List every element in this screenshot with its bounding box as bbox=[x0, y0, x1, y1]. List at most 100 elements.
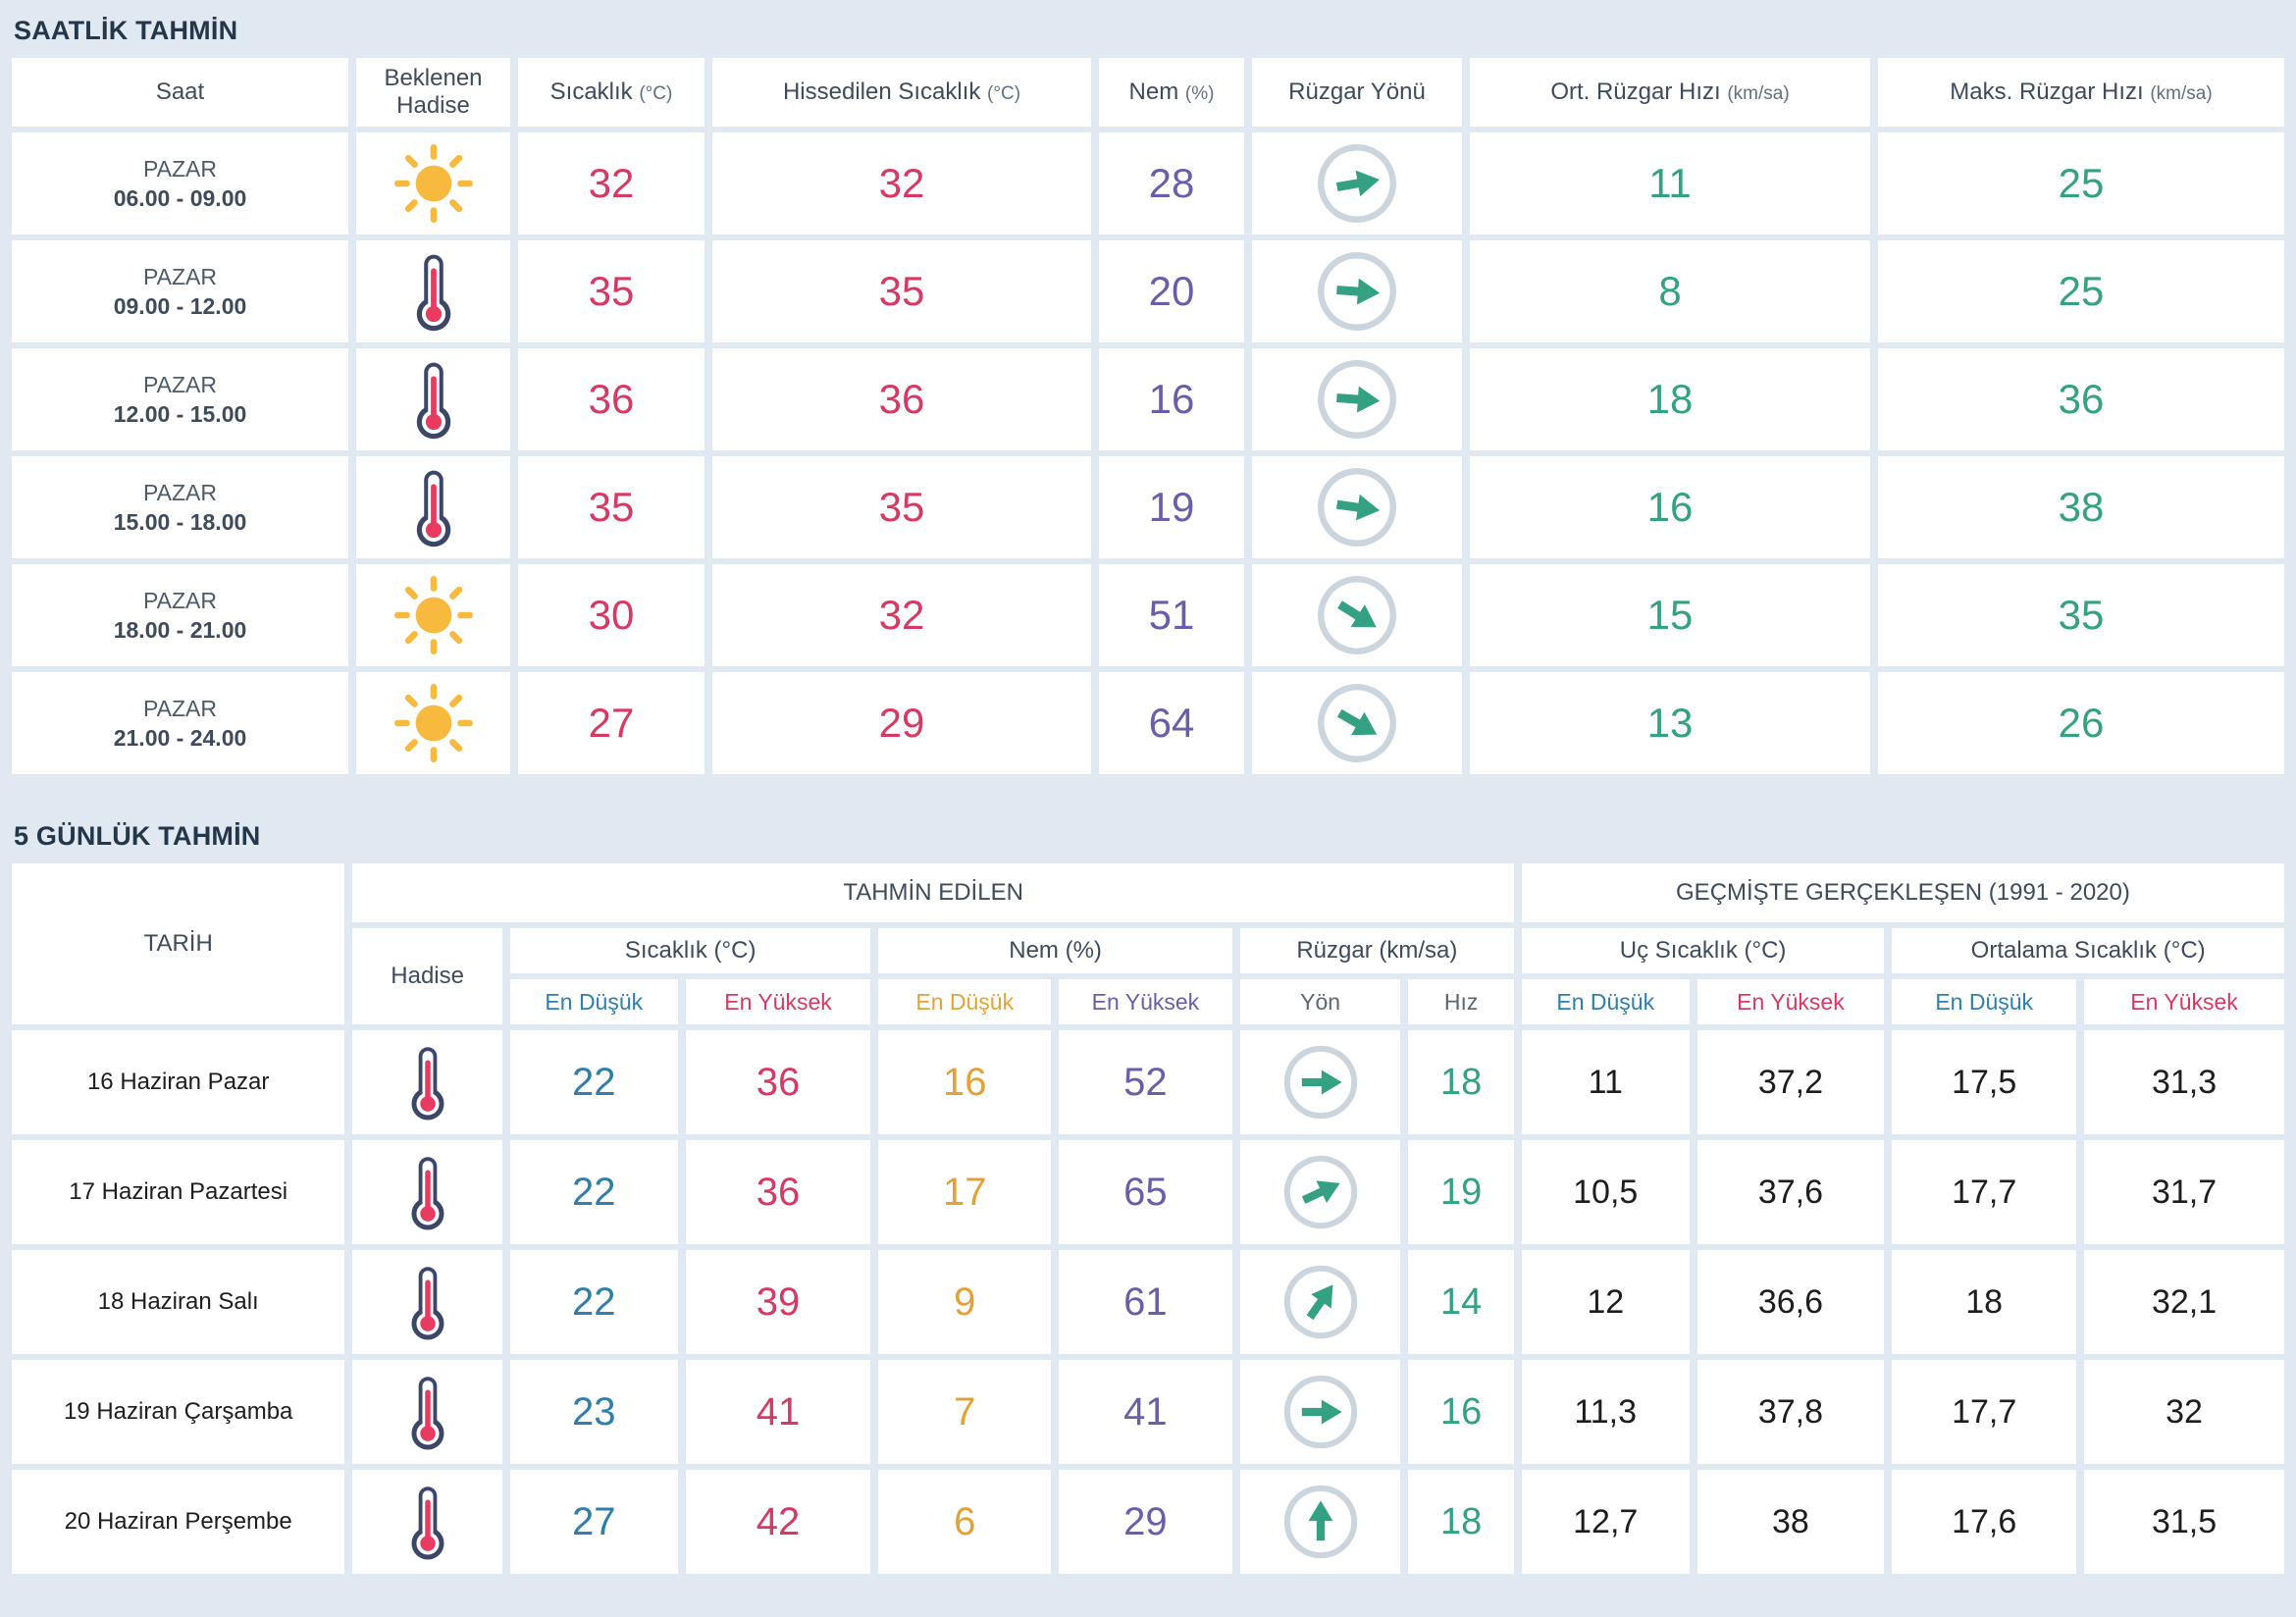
average-min-value: 17,5 bbox=[1892, 1030, 2077, 1134]
humidity-value: 20 bbox=[1099, 240, 1244, 342]
temp-min-value: 22 bbox=[509, 1250, 678, 1354]
table-row: PAZAR 21.00 - 24.00 27 29 64 13 26 bbox=[12, 672, 2284, 774]
table-row: 18 Haziran Salı 22 39 9 61 14 12 36,6 18… bbox=[12, 1250, 2284, 1354]
wind-avg-value: 18 bbox=[1470, 348, 1870, 450]
average-max-value: 31,7 bbox=[2084, 1140, 2284, 1244]
extreme-min-value: 11,3 bbox=[1521, 1360, 1690, 1464]
temp-max-value: 41 bbox=[685, 1360, 871, 1464]
col-header-date: TARİH bbox=[12, 863, 345, 1024]
thermometer-icon bbox=[406, 1479, 449, 1565]
temp-value: 35 bbox=[518, 456, 704, 558]
table-row: PAZAR 18.00 - 21.00 30 32 51 15 35 bbox=[12, 564, 2284, 666]
thermometer-icon bbox=[411, 246, 456, 337]
col-header-avg-max: En Yüksek bbox=[2084, 979, 2284, 1024]
wind-max-value: 38 bbox=[1878, 456, 2284, 558]
wind-direction-icon bbox=[1312, 354, 1402, 444]
average-max-value: 31,3 bbox=[2084, 1030, 2284, 1134]
time-cell: PAZAR 12.00 - 15.00 bbox=[12, 348, 348, 450]
humidity-max-value: 65 bbox=[1059, 1140, 1232, 1244]
day-label: PAZAR bbox=[143, 156, 217, 182]
thermometer-icon bbox=[406, 1149, 449, 1235]
wind-direction-cell bbox=[1239, 1140, 1401, 1244]
col-header-avg-min: En Düşük bbox=[1892, 979, 2077, 1024]
day-label: PAZAR bbox=[143, 264, 217, 289]
average-min-value: 17,6 bbox=[1892, 1470, 2077, 1574]
humidity-max-value: 61 bbox=[1059, 1250, 1232, 1354]
temp-unit: (°C) bbox=[639, 83, 673, 105]
weather-icon-cell bbox=[352, 1470, 502, 1574]
daily-forecast-table: TARİH TAHMİN EDİLEN GEÇMİŞTE GERÇEKLEŞEN… bbox=[4, 858, 2292, 1580]
humidity-min-value: 9 bbox=[878, 1250, 1052, 1354]
col-header-hum-max: En Yüksek bbox=[1059, 979, 1232, 1024]
time-cell: PAZAR 06.00 - 09.00 bbox=[12, 132, 348, 235]
wind-direction-cell bbox=[1252, 564, 1462, 666]
thermometer-icon bbox=[411, 462, 456, 552]
temp-min-value: 27 bbox=[509, 1470, 678, 1574]
day-label: PAZAR bbox=[143, 372, 217, 397]
wind-max-value: 25 bbox=[1878, 132, 2284, 235]
thermometer-icon bbox=[406, 1039, 449, 1125]
feels-unit: (°C) bbox=[987, 83, 1021, 105]
wind-direction-icon bbox=[1308, 134, 1406, 233]
extreme-max-value: 36,6 bbox=[1696, 1250, 1885, 1354]
thermometer-icon bbox=[406, 1369, 449, 1455]
extreme-max-value: 38 bbox=[1696, 1470, 1885, 1574]
temp-value: 27 bbox=[518, 672, 704, 774]
time-cell: PAZAR 15.00 - 18.00 bbox=[12, 456, 348, 558]
time-cell: PAZAR 21.00 - 24.00 bbox=[12, 672, 348, 774]
humidity-value: 28 bbox=[1099, 132, 1244, 235]
weather-icon-cell bbox=[356, 456, 510, 558]
col-header-wind-avg: Ort. Rüzgar Hızı (km/sa) bbox=[1470, 58, 1870, 127]
wind-direction-cell bbox=[1252, 132, 1462, 235]
wind-direction-cell bbox=[1252, 456, 1462, 558]
humidity-value: 64 bbox=[1099, 672, 1244, 774]
feels-value: 35 bbox=[712, 240, 1091, 342]
table-row: PAZAR 15.00 - 18.00 35 35 19 16 38 bbox=[12, 456, 2284, 558]
wind-max-value: 35 bbox=[1878, 564, 2284, 666]
hours-label: 21.00 - 24.00 bbox=[113, 725, 247, 751]
date-cell: 16 Haziran Pazar bbox=[12, 1030, 345, 1134]
weather-icon-cell bbox=[356, 240, 510, 342]
average-min-value: 18 bbox=[1892, 1250, 2077, 1354]
hourly-forecast-table: Saat Beklenen Hadise Sıcaklık (°C) Hisse… bbox=[4, 52, 2292, 780]
wind-direction-cell bbox=[1239, 1247, 1401, 1356]
humidity-min-value: 6 bbox=[878, 1470, 1052, 1574]
table-row: PAZAR 09.00 - 12.00 35 35 20 8 25 bbox=[12, 240, 2284, 342]
day-label: PAZAR bbox=[143, 588, 217, 613]
col-header-time: Saat bbox=[12, 58, 348, 127]
col-header-event: Beklenen Hadise bbox=[356, 58, 510, 127]
table-row: 16 Haziran Pazar 22 36 16 52 18 11 37,2 … bbox=[12, 1030, 2284, 1134]
wind-direction-cell bbox=[1252, 672, 1462, 774]
weather-icon-cell bbox=[356, 132, 510, 235]
col-header-temp-min: En Düşük bbox=[509, 979, 678, 1024]
hours-label: 12.00 - 15.00 bbox=[113, 401, 247, 427]
sun-icon bbox=[391, 680, 477, 766]
average-min-value: 17,7 bbox=[1892, 1140, 2077, 1244]
humidity-min-value: 16 bbox=[878, 1030, 1052, 1134]
wind-avg-value: 13 bbox=[1470, 672, 1870, 774]
wind-avg-unit: (km/sa) bbox=[1727, 83, 1790, 105]
col-header-temp: Sıcaklık (°C) bbox=[518, 58, 704, 127]
extreme-max-value: 37,6 bbox=[1696, 1140, 1885, 1244]
col-header-ext-max: En Yüksek bbox=[1696, 979, 1885, 1024]
wind-avg-value: 16 bbox=[1470, 456, 1870, 558]
temp-min-value: 22 bbox=[509, 1140, 678, 1244]
col-header-feels: Hissedilen Sıcaklık (°C) bbox=[712, 58, 1091, 127]
weather-icon-cell bbox=[356, 564, 510, 666]
wind-direction-cell bbox=[1239, 1360, 1401, 1464]
table-row: 20 Haziran Perşembe 27 42 6 29 18 12,7 3… bbox=[12, 1470, 2284, 1574]
temp-min-value: 23 bbox=[509, 1360, 678, 1464]
extreme-max-value: 37,8 bbox=[1696, 1360, 1885, 1464]
table-row: PAZAR 06.00 - 09.00 32 32 28 11 25 bbox=[12, 132, 2284, 235]
wind-direction-icon bbox=[1266, 1247, 1375, 1356]
average-max-value: 32,1 bbox=[2084, 1250, 2284, 1354]
wind-speed-value: 18 bbox=[1408, 1030, 1514, 1134]
thermometer-icon bbox=[411, 354, 456, 444]
wind-direction-icon bbox=[1281, 1483, 1360, 1561]
weather-icon-cell bbox=[352, 1030, 502, 1134]
wind-speed-value: 14 bbox=[1408, 1250, 1514, 1354]
humidity-max-value: 29 bbox=[1059, 1470, 1232, 1574]
wind-avg-value: 8 bbox=[1470, 240, 1870, 342]
humidity-min-value: 7 bbox=[878, 1360, 1052, 1464]
wind-direction-icon bbox=[1299, 665, 1414, 780]
